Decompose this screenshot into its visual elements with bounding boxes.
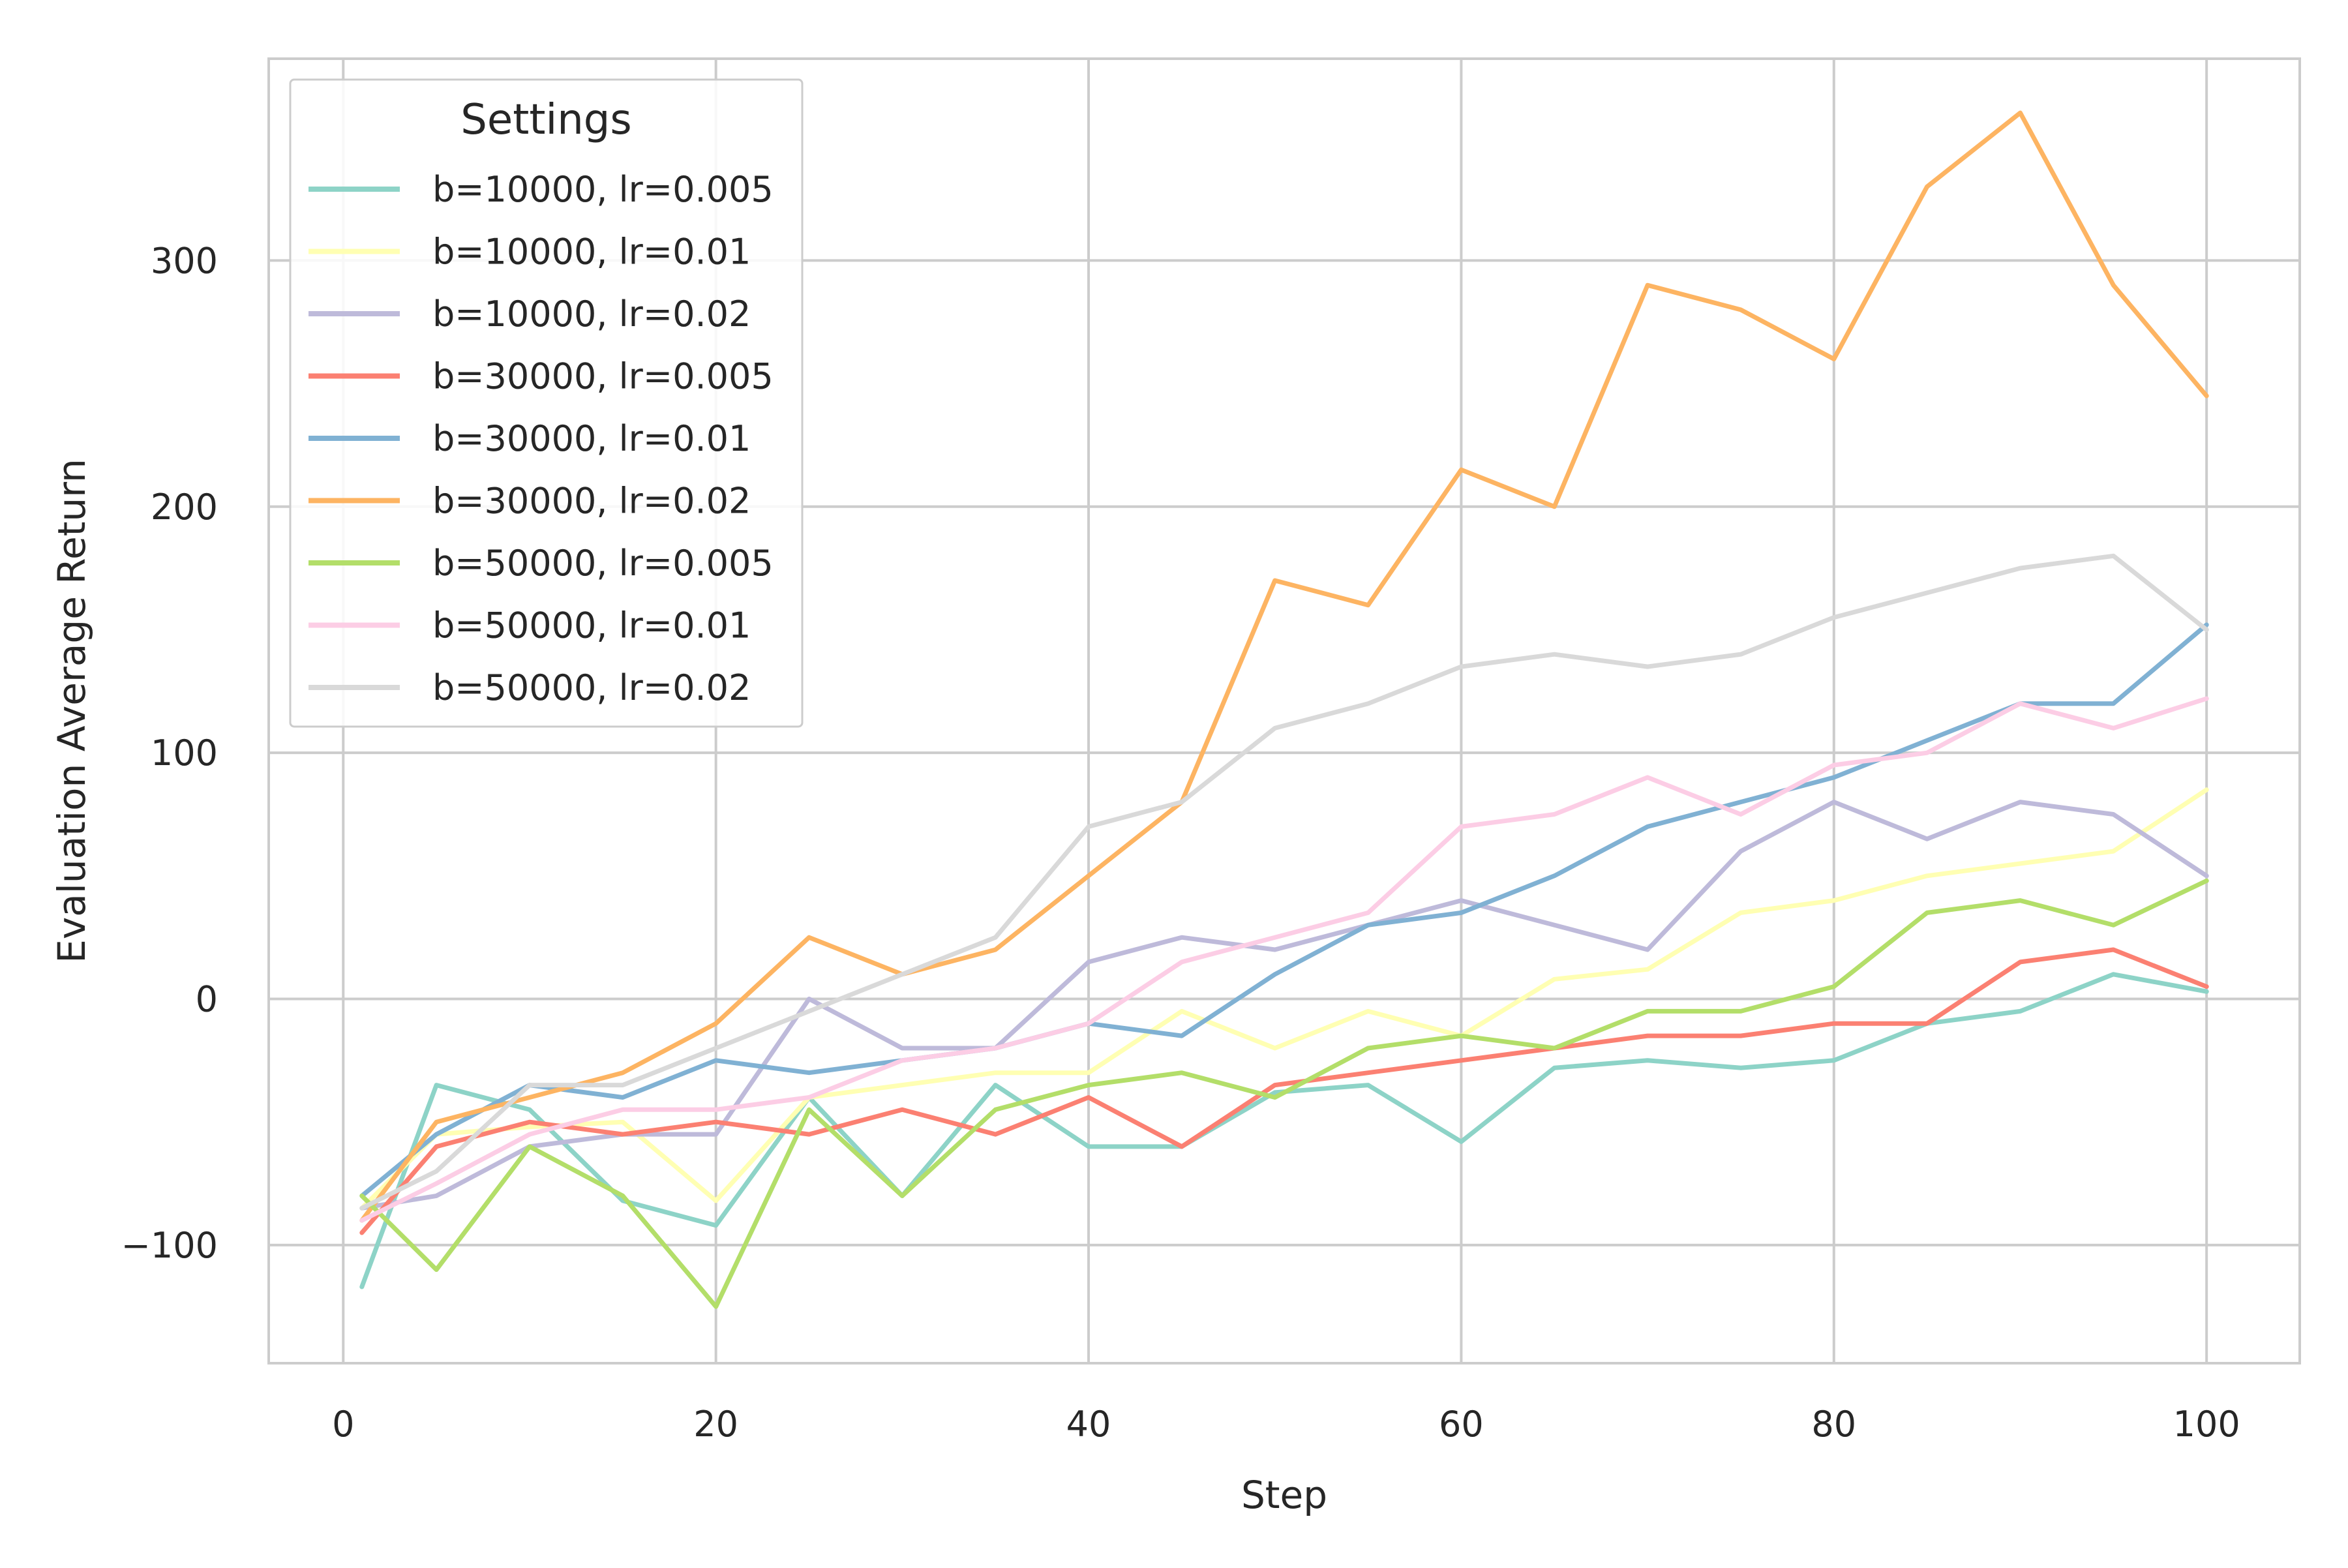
legend-label: b=50000, lr=0.005	[432, 543, 774, 584]
plot-frame	[267, 57, 2301, 1364]
legend-item: b=50000, lr=0.005	[309, 543, 774, 584]
legend-label: b=30000, lr=0.005	[432, 356, 774, 397]
legend-label: b=50000, lr=0.02	[432, 667, 751, 708]
y-tick-label: 100	[151, 732, 218, 774]
legend-item: b=10000, lr=0.02	[309, 294, 751, 335]
legend-item: b=30000, lr=0.02	[309, 481, 751, 522]
x-tick-label: 100	[2173, 1404, 2240, 1445]
legend-item: b=30000, lr=0.005	[309, 356, 774, 397]
series-line	[359, 787, 2209, 1211]
y-tick-label: 200	[151, 487, 218, 528]
x-tick-label: 20	[693, 1404, 738, 1445]
legend-label: b=30000, lr=0.01	[432, 418, 751, 459]
x-axis-label: Step	[1241, 1473, 1327, 1517]
series-line	[359, 622, 2209, 1198]
x-tick-label: 60	[1439, 1404, 1484, 1445]
legend-label: b=10000, lr=0.02	[432, 294, 751, 335]
legend-item: b=50000, lr=0.02	[309, 667, 751, 708]
series-lines	[359, 110, 2209, 1309]
series-line	[359, 947, 2209, 1235]
legend-box	[289, 78, 804, 728]
legend-label: b=10000, lr=0.01	[432, 232, 751, 273]
series-line	[359, 696, 2209, 1223]
legend-label: b=10000, lr=0.005	[432, 169, 774, 210]
series-line	[359, 972, 2209, 1289]
tick-labels: 0 20 40 60 80 100 −100 0 100 200 300	[121, 240, 2240, 1445]
legend-item: b=10000, lr=0.005	[309, 169, 774, 210]
legend-item: b=30000, lr=0.01	[309, 418, 751, 459]
y-tick-label: 0	[196, 979, 218, 1020]
legend-item: b=50000, lr=0.01	[309, 605, 751, 646]
legend-label: b=50000, lr=0.01	[432, 605, 751, 646]
series-line	[359, 110, 2209, 1223]
series-line	[359, 878, 2209, 1309]
x-tick-label: 40	[1066, 1404, 1111, 1445]
legend-label: b=30000, lr=0.02	[432, 481, 751, 522]
x-tick-label: 0	[332, 1404, 354, 1445]
y-tick-label: 300	[151, 240, 218, 281]
legend-title: Settings	[460, 96, 632, 144]
legend-items: b=10000, lr=0.005 b=10000, lr=0.01 b=10000…	[309, 169, 774, 708]
series-line	[359, 553, 2209, 1211]
x-tick-label: 80	[1811, 1404, 1856, 1445]
series-line	[359, 800, 2209, 1211]
y-tick-label: −100	[121, 1225, 218, 1266]
y-axis-label: Evaluation Average Return	[50, 459, 94, 963]
legend-item: b=10000, lr=0.01	[309, 232, 751, 273]
